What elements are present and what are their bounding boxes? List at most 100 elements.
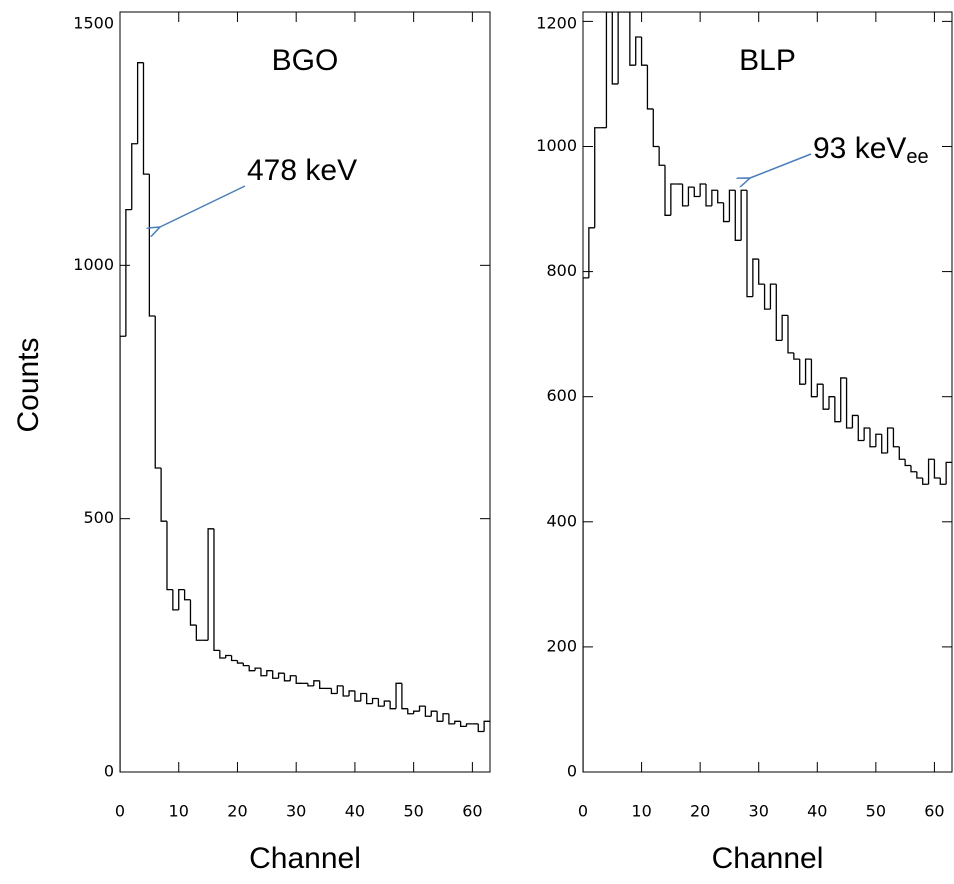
histogram-step [769, 283, 777, 310]
histogram-step [611, 12, 619, 85]
histogram-step [875, 433, 882, 447]
panel-title: BLP [739, 44, 796, 77]
histogram-step [752, 258, 759, 297]
histogram-step [793, 352, 800, 360]
histogram-step [834, 396, 841, 423]
histogram-step [154, 316, 162, 469]
histogram-step [828, 396, 835, 410]
y-tick-label: 0 [104, 762, 114, 781]
histogram-step [424, 706, 432, 717]
y-tick-label: 1200 [536, 14, 577, 33]
histogram-step [389, 701, 397, 710]
histogram-step [886, 427, 894, 453]
histogram-step [166, 521, 173, 591]
x-tick-label: 10 [169, 802, 189, 821]
histogram-step [436, 711, 444, 722]
histogram-step [869, 427, 876, 448]
histogram-step [401, 683, 408, 710]
histogram-step [687, 186, 695, 206]
annotation: 93 keVee [813, 132, 929, 168]
histogram-step [131, 143, 138, 210]
histogram-step [652, 108, 660, 148]
histogram-step [640, 37, 648, 66]
histogram-step [816, 383, 824, 397]
histogram-step [904, 459, 911, 467]
histogram-step [395, 682, 402, 709]
histogram-step [319, 680, 326, 690]
histogram-step [477, 723, 485, 733]
x-tick-label: 30 [749, 802, 769, 821]
histogram-step [583, 277, 589, 772]
histogram-step [230, 655, 238, 662]
x-tick-label: 0 [578, 802, 588, 821]
y-tick-label: 200 [546, 636, 577, 655]
histogram-step [740, 189, 747, 241]
histogram-step [734, 190, 742, 241]
histogram-step [670, 183, 677, 216]
histogram-step [266, 670, 273, 676]
histogram-step [594, 127, 601, 228]
histogram-step [413, 710, 420, 714]
histogram-step [945, 461, 952, 485]
plot-frame [582, 11, 953, 773]
histogram-step [242, 663, 250, 667]
histogram-step [260, 668, 267, 677]
histogram-step [635, 36, 642, 66]
y-axis-label: Counts [12, 337, 45, 432]
x-tick-label: 50 [866, 802, 886, 821]
histogram-step [354, 690, 361, 702]
histogram-step [330, 688, 338, 695]
x-axis-label: Channel [712, 842, 824, 875]
histogram-step [681, 184, 689, 207]
histogram-step [219, 650, 226, 659]
histogram-step [863, 427, 870, 441]
annotation-text: 478 keV [247, 154, 357, 187]
histogram-step [804, 358, 812, 385]
histogram-step [722, 202, 730, 223]
histogram-step [775, 284, 783, 342]
histogram-step [927, 458, 935, 485]
histogram-step [120, 335, 126, 772]
histogram-step [172, 589, 179, 611]
histogram [583, 12, 952, 772]
y-tick-label: 1500 [73, 14, 114, 33]
histogram-step [254, 667, 261, 671]
x-tick-label: 40 [345, 802, 365, 821]
histogram-step [646, 65, 654, 110]
annotation-text: 93 keV [813, 132, 906, 165]
x-tick-label: 60 [462, 802, 482, 821]
histogram-step [348, 690, 355, 696]
histogram-step [295, 675, 303, 684]
histogram-step [277, 672, 285, 679]
histogram-step [892, 427, 900, 448]
y-tick-label: 0 [567, 762, 577, 781]
histogram-step [588, 227, 595, 278]
histogram-step [746, 190, 753, 298]
histogram-step [728, 189, 736, 222]
histogram-step [236, 660, 244, 664]
histogram-step [699, 183, 706, 197]
histogram-step [717, 190, 724, 204]
x-tick-label: 0 [115, 802, 125, 821]
histogram-step [195, 625, 203, 641]
histogram-step [693, 187, 701, 198]
histogram [120, 62, 490, 772]
histogram-step [763, 284, 771, 310]
histogram-step [336, 685, 344, 694]
histogram-step [283, 673, 291, 682]
histogram-step [664, 165, 671, 216]
histogram-step [225, 654, 232, 658]
histogram-step [898, 446, 906, 460]
y-tick-label: 500 [83, 508, 114, 527]
histogram-step [916, 471, 923, 479]
histogram-step [207, 528, 214, 641]
panel-title: BGO [272, 44, 339, 77]
histogram-step [272, 670, 279, 679]
y-tick-label: 1000 [536, 136, 577, 155]
histogram-step [787, 315, 794, 354]
histogram-step [289, 675, 297, 681]
histogram-step [142, 62, 150, 175]
x-tick-label: 10 [631, 802, 651, 821]
histogram-step [781, 314, 788, 341]
